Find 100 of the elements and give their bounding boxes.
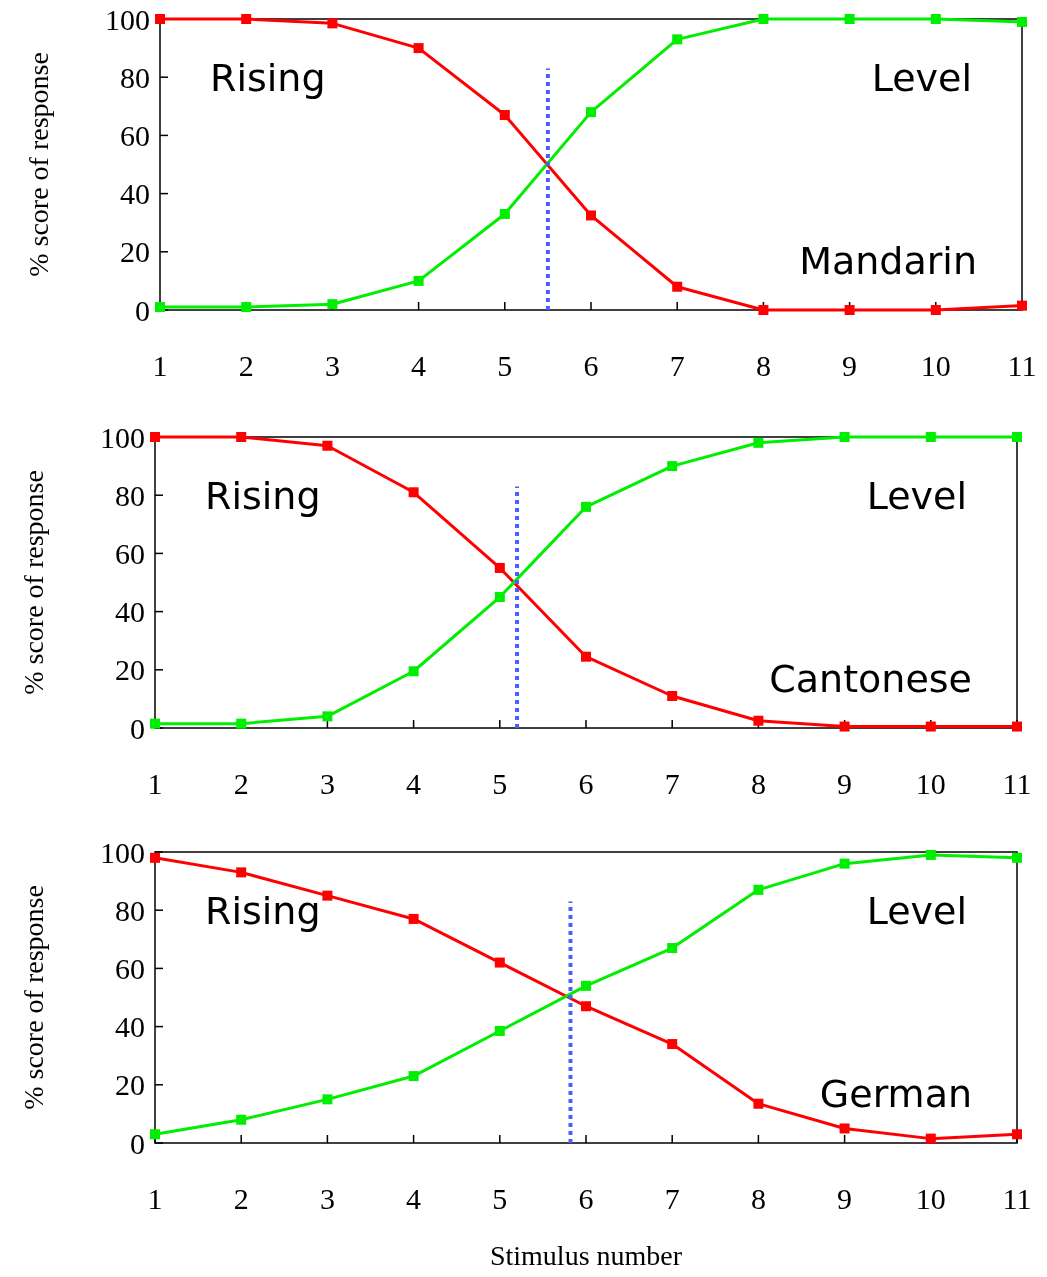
y-tick-label: 80: [115, 478, 145, 512]
annotation: Rising: [205, 474, 321, 518]
x-tick-label: 4: [411, 349, 427, 382]
point: [667, 943, 678, 954]
point: [150, 1129, 160, 1140]
point: [236, 432, 247, 442]
y-axis-title: % score of response: [17, 885, 49, 1110]
x-tick-label: 8: [755, 349, 771, 382]
x-tick-label: 6: [578, 767, 594, 800]
x-tick-label: 7: [669, 349, 685, 382]
point: [499, 110, 510, 121]
x-tick-label: 1: [152, 349, 168, 382]
x-tick-label: 5: [492, 1182, 508, 1215]
point: [586, 107, 596, 118]
y-tick-label: 80: [120, 60, 150, 94]
point: [667, 690, 678, 701]
annotation: Cantonese: [769, 657, 972, 701]
point: [930, 305, 941, 315]
point: [930, 14, 941, 24]
point: [408, 1071, 419, 1082]
point: [753, 715, 764, 726]
y-tick-label: 0: [130, 711, 145, 745]
point: [667, 461, 678, 472]
point: [236, 718, 247, 729]
annotation: Level: [866, 889, 967, 933]
point: [1012, 1129, 1022, 1140]
point: [236, 1114, 247, 1125]
point: [327, 18, 338, 29]
x-tick-label: 3: [324, 349, 340, 382]
x-axis-title: Stimulus number: [489, 1240, 683, 1271]
y-tick-label: 60: [115, 951, 145, 985]
x-tick-label: 7: [664, 1182, 680, 1215]
y-tick-label: 100: [105, 2, 150, 36]
annotation: Mandarin: [799, 239, 977, 283]
point: [155, 14, 165, 24]
point: [413, 275, 424, 286]
y-axis-title: % score of response: [17, 470, 49, 695]
point: [499, 208, 510, 219]
point: [1012, 852, 1022, 863]
x-tick-label: 1: [147, 767, 163, 800]
point: [150, 852, 160, 863]
x-tick-label: 6: [583, 349, 599, 382]
point: [241, 14, 252, 24]
y-tick-label: 80: [115, 893, 145, 927]
point: [150, 432, 160, 442]
point: [581, 501, 591, 512]
point: [586, 210, 596, 221]
point: [150, 718, 160, 729]
x-tick-label: 11: [1007, 349, 1037, 382]
point: [322, 1094, 333, 1105]
point: [844, 305, 855, 315]
point: [839, 1123, 850, 1134]
point: [241, 302, 252, 313]
x-tick-label: 5: [492, 767, 508, 800]
point: [925, 849, 936, 860]
x-tick-label: 5: [497, 349, 513, 382]
x-tick-label: 1: [147, 1182, 163, 1215]
point: [844, 14, 855, 24]
point: [1017, 300, 1027, 311]
point: [236, 867, 247, 878]
y-tick-label: 20: [120, 235, 150, 269]
y-tick-label: 100: [100, 835, 145, 869]
x-tick-label: 2: [233, 1182, 249, 1215]
point: [925, 432, 936, 442]
point: [758, 305, 769, 315]
y-tick-label: 20: [115, 653, 145, 687]
point: [839, 858, 850, 869]
annotation: Level: [871, 56, 972, 100]
point: [1012, 432, 1022, 442]
x-tick-label: 6: [578, 1182, 594, 1215]
y-tick-label: 20: [115, 1068, 145, 1102]
y-axis-title: % score of response: [22, 52, 54, 277]
point: [753, 1098, 764, 1109]
point: [413, 43, 424, 54]
point: [1017, 16, 1027, 27]
point: [494, 562, 505, 573]
x-tick-label: 10: [915, 1182, 946, 1215]
x-tick-label: 9: [837, 1182, 853, 1215]
y-tick-label: 40: [115, 1010, 145, 1044]
x-tick-label: 11: [1002, 1182, 1032, 1215]
annotation: Rising: [210, 56, 326, 100]
point: [758, 14, 769, 24]
x-tick-label: 10: [920, 349, 951, 382]
annotation: Rising: [205, 889, 321, 933]
point: [581, 1001, 591, 1012]
annotation: German: [819, 1072, 972, 1116]
x-tick-label: 2: [233, 767, 249, 800]
x-tick-label: 2: [238, 349, 254, 382]
point: [408, 913, 419, 924]
point: [581, 980, 591, 991]
point: [322, 440, 333, 451]
x-tick-label: 4: [406, 767, 422, 800]
y-tick-label: 0: [135, 293, 150, 327]
point: [839, 432, 850, 442]
x-tick-label: 8: [750, 767, 766, 800]
point: [667, 1039, 678, 1050]
point: [494, 1025, 505, 1036]
point: [1012, 721, 1022, 732]
point: [672, 34, 683, 45]
point: [408, 487, 419, 498]
